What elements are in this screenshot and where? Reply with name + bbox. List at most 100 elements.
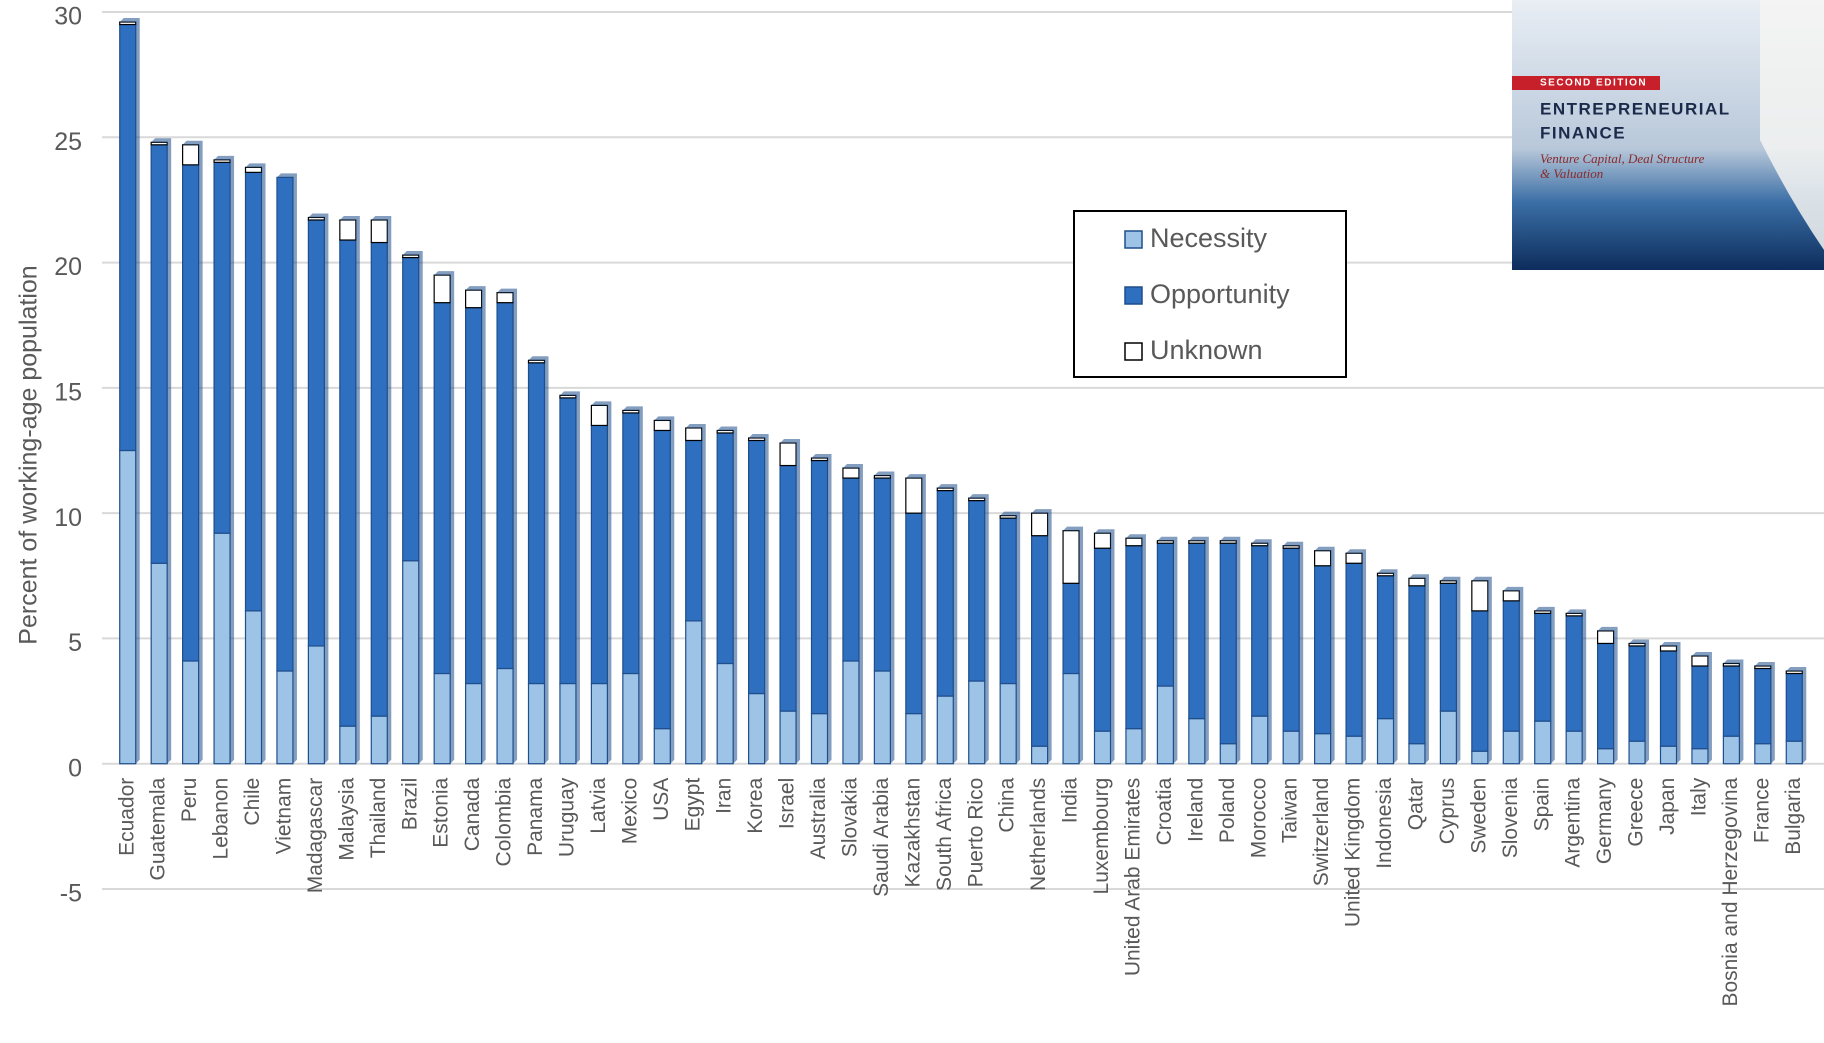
x-tick-label: Bulgaria xyxy=(1782,777,1805,854)
bar-cap xyxy=(1157,536,1178,764)
bar-segment xyxy=(1345,562,1363,737)
x-tick-label: Cyprus xyxy=(1436,778,1459,845)
bar-segment xyxy=(1785,670,1803,675)
x-tick-label: Uruguay xyxy=(555,777,578,857)
bar-cap xyxy=(1408,574,1429,764)
x-tick-label: Egypt xyxy=(681,778,704,832)
bar-segment xyxy=(842,467,860,479)
bar-cap xyxy=(339,215,360,764)
bar-segment xyxy=(1376,575,1395,720)
x-tick-label: Chile xyxy=(241,778,264,826)
bar-segment xyxy=(842,477,860,662)
bar-cap xyxy=(1377,569,1398,764)
bar-segment xyxy=(307,645,325,765)
bar-segment xyxy=(1534,612,1552,722)
x-tick-label: USA xyxy=(650,778,673,821)
bar-segment xyxy=(1597,630,1615,645)
bar-segment xyxy=(1502,730,1520,765)
bar-segment xyxy=(1156,542,1174,687)
x-tick-label: Brazil xyxy=(398,778,421,831)
bar-segment xyxy=(1502,600,1520,732)
bar-segment xyxy=(119,23,137,452)
bar-segment xyxy=(1754,667,1772,745)
x-tick-label: Australia xyxy=(807,777,830,859)
bar-segment xyxy=(1628,645,1646,742)
bar-segment xyxy=(1125,537,1143,547)
x-tick-label: United Kingdom xyxy=(1342,778,1365,927)
bar-segment xyxy=(402,254,420,259)
bar-segment xyxy=(1691,665,1709,750)
bar-segment xyxy=(653,429,671,730)
bar-segment xyxy=(810,457,829,462)
x-tick-label: Puerto Rico xyxy=(964,778,987,888)
bar-segment xyxy=(1376,572,1395,577)
bar-segment xyxy=(465,682,483,765)
x-tick-label: Vietnam xyxy=(272,778,295,855)
x-tick-label: Korea xyxy=(744,777,767,833)
legend-label: Opportunity xyxy=(1150,279,1290,309)
bar-segment xyxy=(936,489,954,697)
bar-segment xyxy=(339,219,357,241)
bar-segment xyxy=(1534,720,1552,765)
bar-cap xyxy=(1031,509,1052,764)
bar-cap xyxy=(780,438,801,764)
bar-segment xyxy=(1031,745,1049,765)
bar-cap xyxy=(1723,659,1744,764)
bar-segment xyxy=(150,141,168,146)
legend-swatch xyxy=(1124,286,1143,305)
bar-cap xyxy=(654,416,675,764)
bar-cap xyxy=(874,471,895,764)
bar-cap xyxy=(842,464,863,764)
x-tick-label: Bosnia and Herzegovina xyxy=(1719,777,1742,1006)
legend-swatch xyxy=(1124,342,1143,361)
bar-segment xyxy=(1439,710,1457,765)
y-tick-label: 0 xyxy=(68,754,82,782)
bar-segment xyxy=(496,302,514,670)
bar-segment xyxy=(1219,542,1237,745)
bar-cap xyxy=(717,426,738,764)
bar-segment xyxy=(402,560,420,765)
bar-segment xyxy=(810,712,829,765)
bar-segment xyxy=(748,692,766,765)
bar-segment xyxy=(213,532,231,765)
x-tick-label: Saudi Arabia xyxy=(870,777,893,896)
bar-segment xyxy=(748,439,766,695)
bar-segment xyxy=(370,241,388,717)
x-tick-label: Slovenia xyxy=(1499,777,1522,858)
bar-segment xyxy=(213,159,231,163)
x-tick-label: Malaysia xyxy=(335,777,358,860)
bar-segment xyxy=(276,176,294,672)
bar-cap xyxy=(1220,536,1241,764)
bar-cap xyxy=(214,155,235,764)
bar-cap xyxy=(905,474,926,764)
bar-segment xyxy=(433,302,451,675)
x-tick-label: Kazakhstan xyxy=(901,778,924,888)
bar-segment xyxy=(685,439,703,622)
bar-segment xyxy=(590,424,608,685)
x-tick-label: South Africa xyxy=(933,777,956,891)
bar-segment xyxy=(1251,715,1269,765)
bar-cap xyxy=(402,251,423,764)
bar-segment xyxy=(622,412,640,675)
bar-segment xyxy=(936,487,954,492)
bar-segment xyxy=(1439,582,1457,712)
bar-segment xyxy=(1125,728,1143,765)
bar-segment xyxy=(1785,672,1803,742)
x-tick-label: Iran xyxy=(713,778,736,814)
legend-label: Unknown xyxy=(1150,335,1263,365)
x-tick-label: Spain xyxy=(1530,778,1553,832)
bar-segment xyxy=(1188,540,1206,544)
bar-segment xyxy=(1659,645,1678,652)
bar-cap xyxy=(1251,539,1272,764)
bar-segment xyxy=(685,620,703,765)
bar-segment xyxy=(1502,590,1520,602)
cover-edition: SECOND EDITION xyxy=(1540,78,1647,89)
bar-cap xyxy=(182,140,203,764)
bar-segment xyxy=(779,464,797,712)
bar-cap xyxy=(1000,511,1021,764)
bar-segment xyxy=(496,667,514,765)
cover-edition-band xyxy=(1512,76,1660,90)
bar-segment xyxy=(999,682,1017,765)
bar-segment xyxy=(1659,745,1678,765)
